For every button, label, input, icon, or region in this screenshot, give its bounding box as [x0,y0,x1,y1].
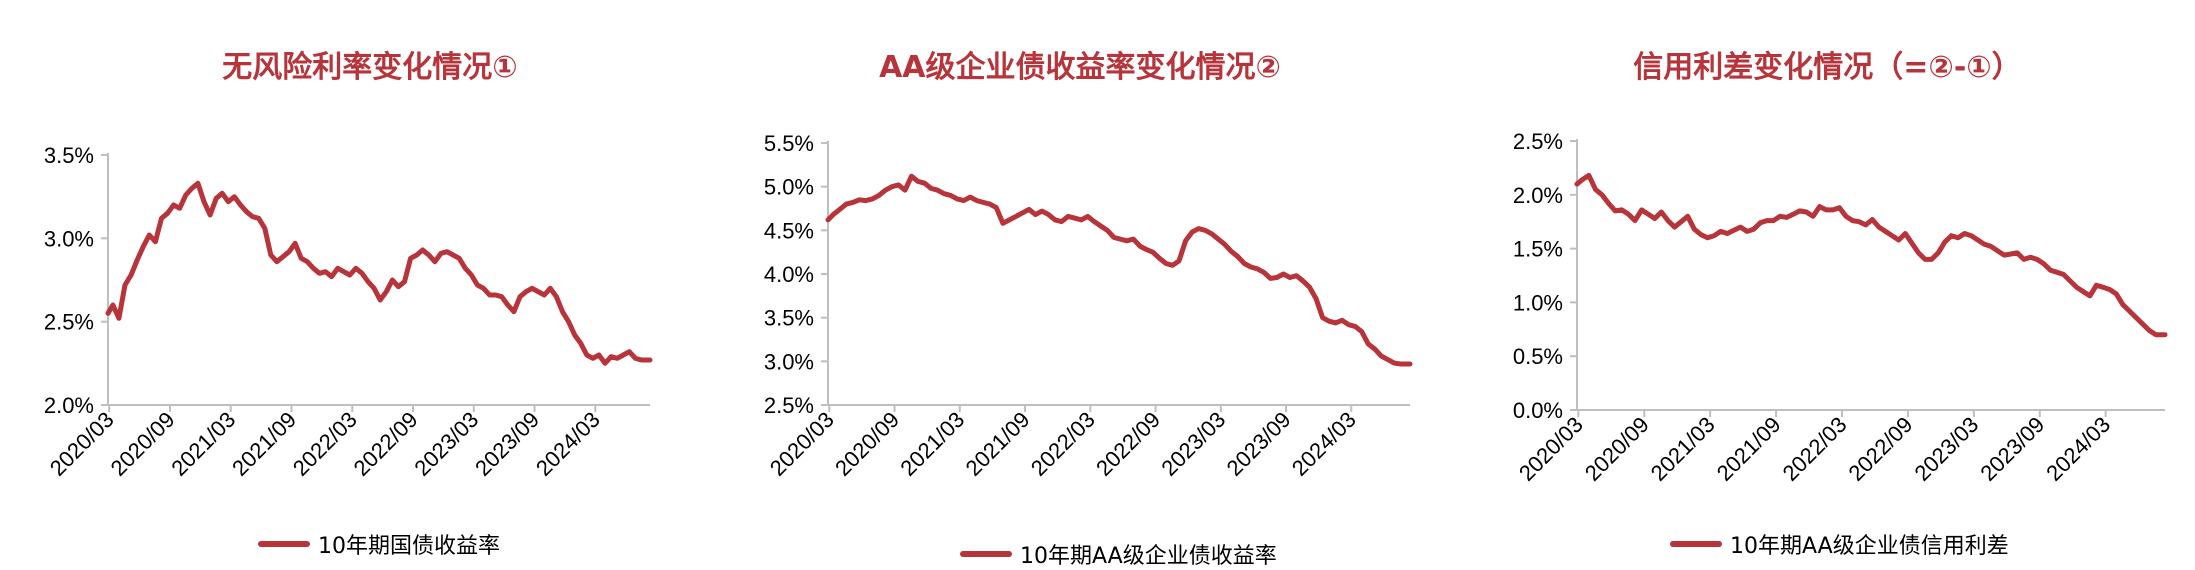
legend: 10年期AA级企业债收益率 [960,538,1277,570]
x-tick-label: 2023/03 [409,407,483,481]
x-tick-label: 2023/03 [1909,412,1983,486]
y-tick-label: 3.0% [764,349,814,374]
x-tick-label: 2024/03 [1287,407,1361,481]
chart-plot: 0.0%0.5%1.0%1.5%2.0%2.5%2020/032020/0920… [1513,129,2168,486]
legend-label: 10年期AA级企业债信用利差 [1730,534,2009,559]
chart-plot: 2.0%2.5%3.0%3.5%2020/032020/092021/03202… [44,143,653,481]
chart-plot: 2.5%3.0%3.5%4.0%4.5%5.0%5.5%2020/032020/… [764,131,1413,481]
y-tick-label: 3.5% [764,306,814,331]
series-line [1574,172,2168,338]
y-tick-label: 2.0% [1513,183,1563,208]
x-tick-label: 2023/09 [1222,407,1296,481]
y-tick-label: 5.5% [764,131,814,156]
x-tick-label: 2022/03 [1778,412,1852,486]
x-tick-label: 2021/09 [227,407,301,481]
x-tick-label: 2023/09 [1975,412,2049,486]
x-tick-label: 2022/09 [1844,412,1918,486]
chart-panel-risk-free-rate: 无风险利率变化情况① 2.0% 2.5% 3.0% 3.5% 2020/03 2020/0… [0,0,700,567]
x-tick-label: 2020/09 [106,407,180,481]
x-tick-label: 2020/09 [830,407,904,481]
y-tick-label: 0.0% [1513,398,1563,423]
y-tick-label: 3.0% [44,226,94,251]
x-tick-label: 2020/09 [1580,412,1654,486]
y-tick-label: 1.5% [1513,237,1563,262]
x-tick-label: 2021/09 [961,407,1035,481]
x-tick-label: 2022/09 [1091,407,1165,481]
x-tick-label: 2023/09 [470,407,544,481]
x-tick-label: 2022/03 [288,407,362,481]
legend: 10年期国债收益率 [258,528,500,560]
legend: 10年期AA级企业债信用利差 [1670,528,2009,560]
x-tick-label: 2022/03 [1026,407,1100,481]
y-tick-label: 2.5% [1513,129,1563,154]
x-tick-label: 2021/03 [1646,412,1720,486]
y-tick-label: 2.5% [44,310,94,335]
y-tick-label: 0.5% [1513,344,1563,369]
chart-title: 信用利差变化情况（=②-①） [1633,50,2022,85]
y-tick-label: 5.0% [764,175,814,200]
chart-title: 无风险利率变化情况① [222,50,518,85]
x-tick-label: 2021/09 [1712,412,1786,486]
chart-title: AA级企业债收益率变化情况② [879,50,1281,85]
y-tick-label: 2.5% [764,393,814,418]
x-tick-label: 2021/03 [895,407,969,481]
legend-swatch [1670,541,1722,547]
y-tick-label: 3.5% [44,143,94,168]
y-tick-label: 2.0% [44,393,94,418]
y-tick-label: 1.0% [1513,290,1563,315]
x-tick-label: 2024/03 [531,407,605,481]
x-tick-label: 2023/03 [1156,407,1230,481]
chart-panel-aa-corporate-yield: AA级企业债收益率变化情况② 2.5% 3.0% 3.5% 4.0% 4.5% 5.0% 5… [720,0,1440,570]
y-tick-label: 4.5% [764,218,814,243]
legend-label: 10年期AA级企业债收益率 [1020,544,1277,569]
series-line [105,180,653,366]
chart-panel-credit-spread: 信用利差变化情况（=②-①） 0.0% 0.5% 1.0% 1.5% 2.0% 2.5% 2… [1460,0,2195,567]
x-tick-label: 2021/03 [166,407,240,481]
x-tick-label: 2022/09 [349,407,423,481]
x-tick-label: 2024/03 [2041,412,2115,486]
legend-label: 10年期国债收益率 [318,534,500,559]
y-tick-label: 4.0% [764,262,814,287]
legend-swatch [960,551,1012,557]
legend-swatch [258,541,310,547]
series-line [825,173,1413,367]
